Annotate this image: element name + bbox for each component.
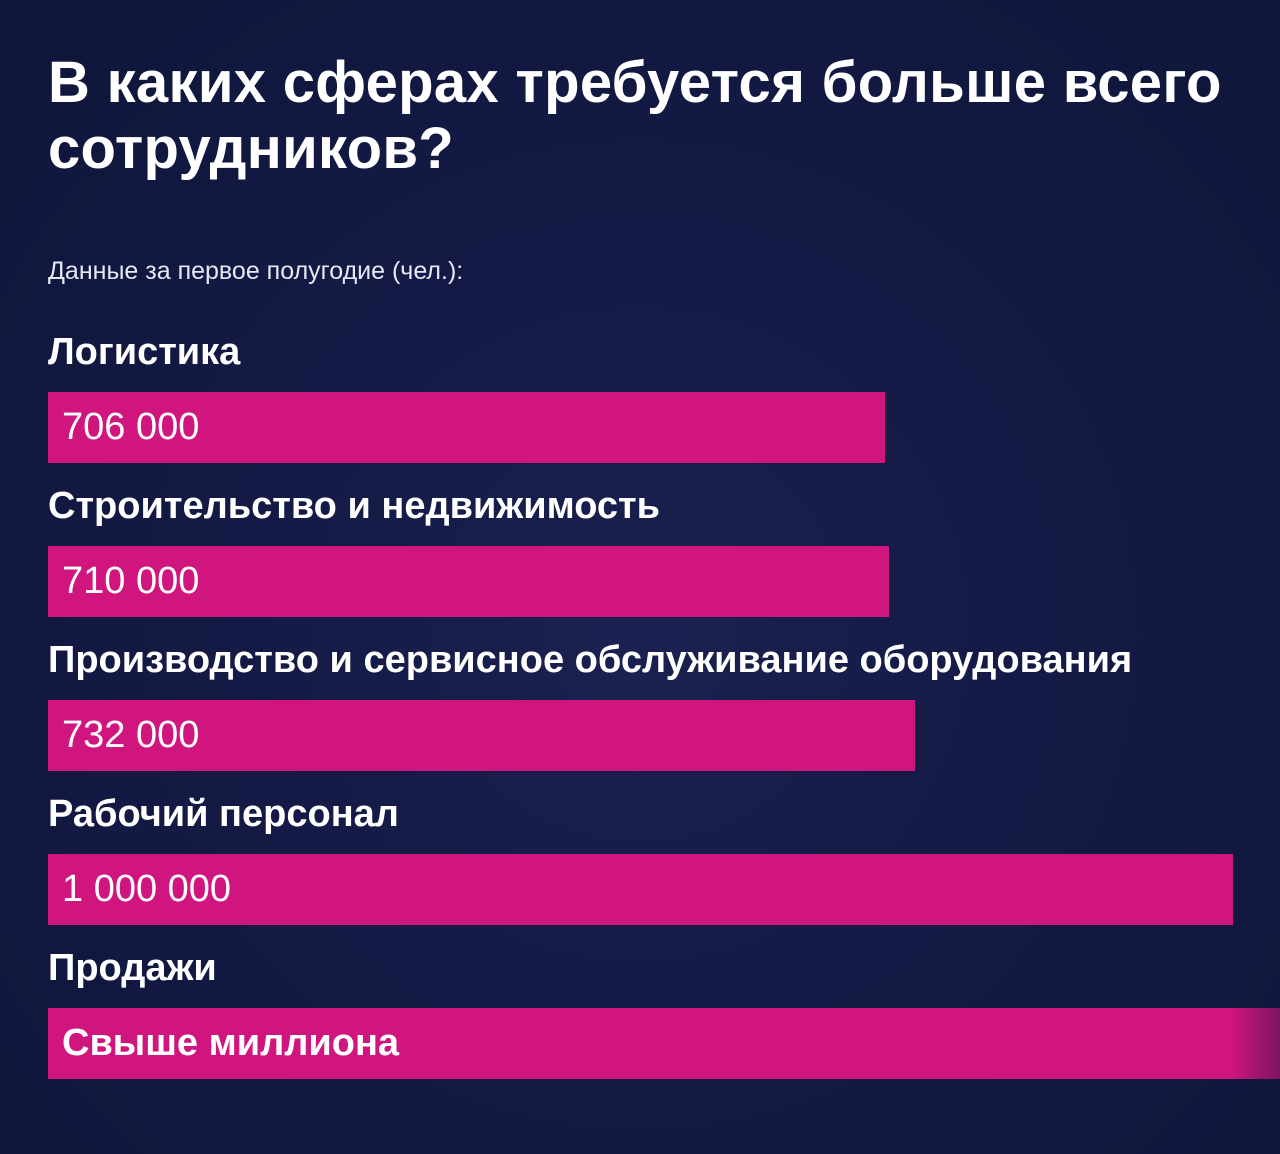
bar-value-label: Свыше миллиона [62, 1022, 400, 1064]
bar: 1 000 000 [48, 854, 1233, 925]
chart-title: В каких сферах требуется больше всего со… [48, 50, 1222, 181]
category-label: Строительство и недвижимость [48, 485, 661, 527]
bar-value-label: 1 000 000 [62, 868, 232, 910]
bar-value-label: 710 000 [62, 560, 200, 602]
bar: Свыше миллиона [48, 1008, 1280, 1079]
bar-value-label: 706 000 [62, 406, 200, 448]
category-label: Логистика [48, 331, 241, 373]
category-label: Рабочий персонал [48, 793, 399, 835]
category-label: Продажи [48, 947, 217, 989]
bar-value-label: 732 000 [62, 714, 200, 756]
category-label: Производство и сервисное обслуживание об… [48, 639, 1133, 681]
bar: 706 000 [48, 392, 885, 463]
bar: 732 000 [48, 700, 916, 771]
bar: 710 000 [48, 546, 890, 617]
chart-subtitle: Данные за первое полугодие (чел.): [48, 257, 464, 285]
